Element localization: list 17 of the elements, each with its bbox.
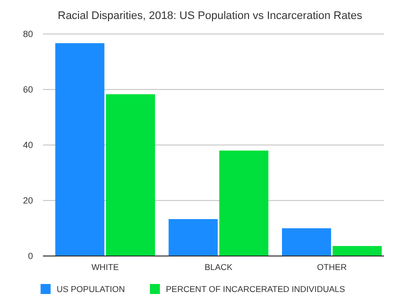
x-tick-label: BLACK [204, 262, 233, 272]
chart-title: Racial Disparities, 2018: US Population vs Incarceration Rates [58, 10, 363, 22]
y-tick-label: 0 [28, 251, 33, 262]
bar [282, 228, 332, 256]
y-tick-label: 60 [22, 84, 33, 95]
y-tick-label: 20 [22, 196, 33, 206]
y-tick-label: 40 [22, 140, 33, 150]
legend-label: PERCENT OF INCARCERATED INDIVIDUALS [166, 284, 346, 294]
x-tick-label: OTHER [316, 262, 347, 272]
bar [168, 219, 218, 256]
y-tick-label: 80 [22, 29, 33, 40]
bar [332, 246, 382, 256]
bar [106, 94, 156, 256]
bar [219, 150, 268, 256]
bar [55, 43, 104, 256]
x-tick-label: WHITE [91, 262, 120, 272]
legend-label: US POPULATION [56, 284, 125, 294]
